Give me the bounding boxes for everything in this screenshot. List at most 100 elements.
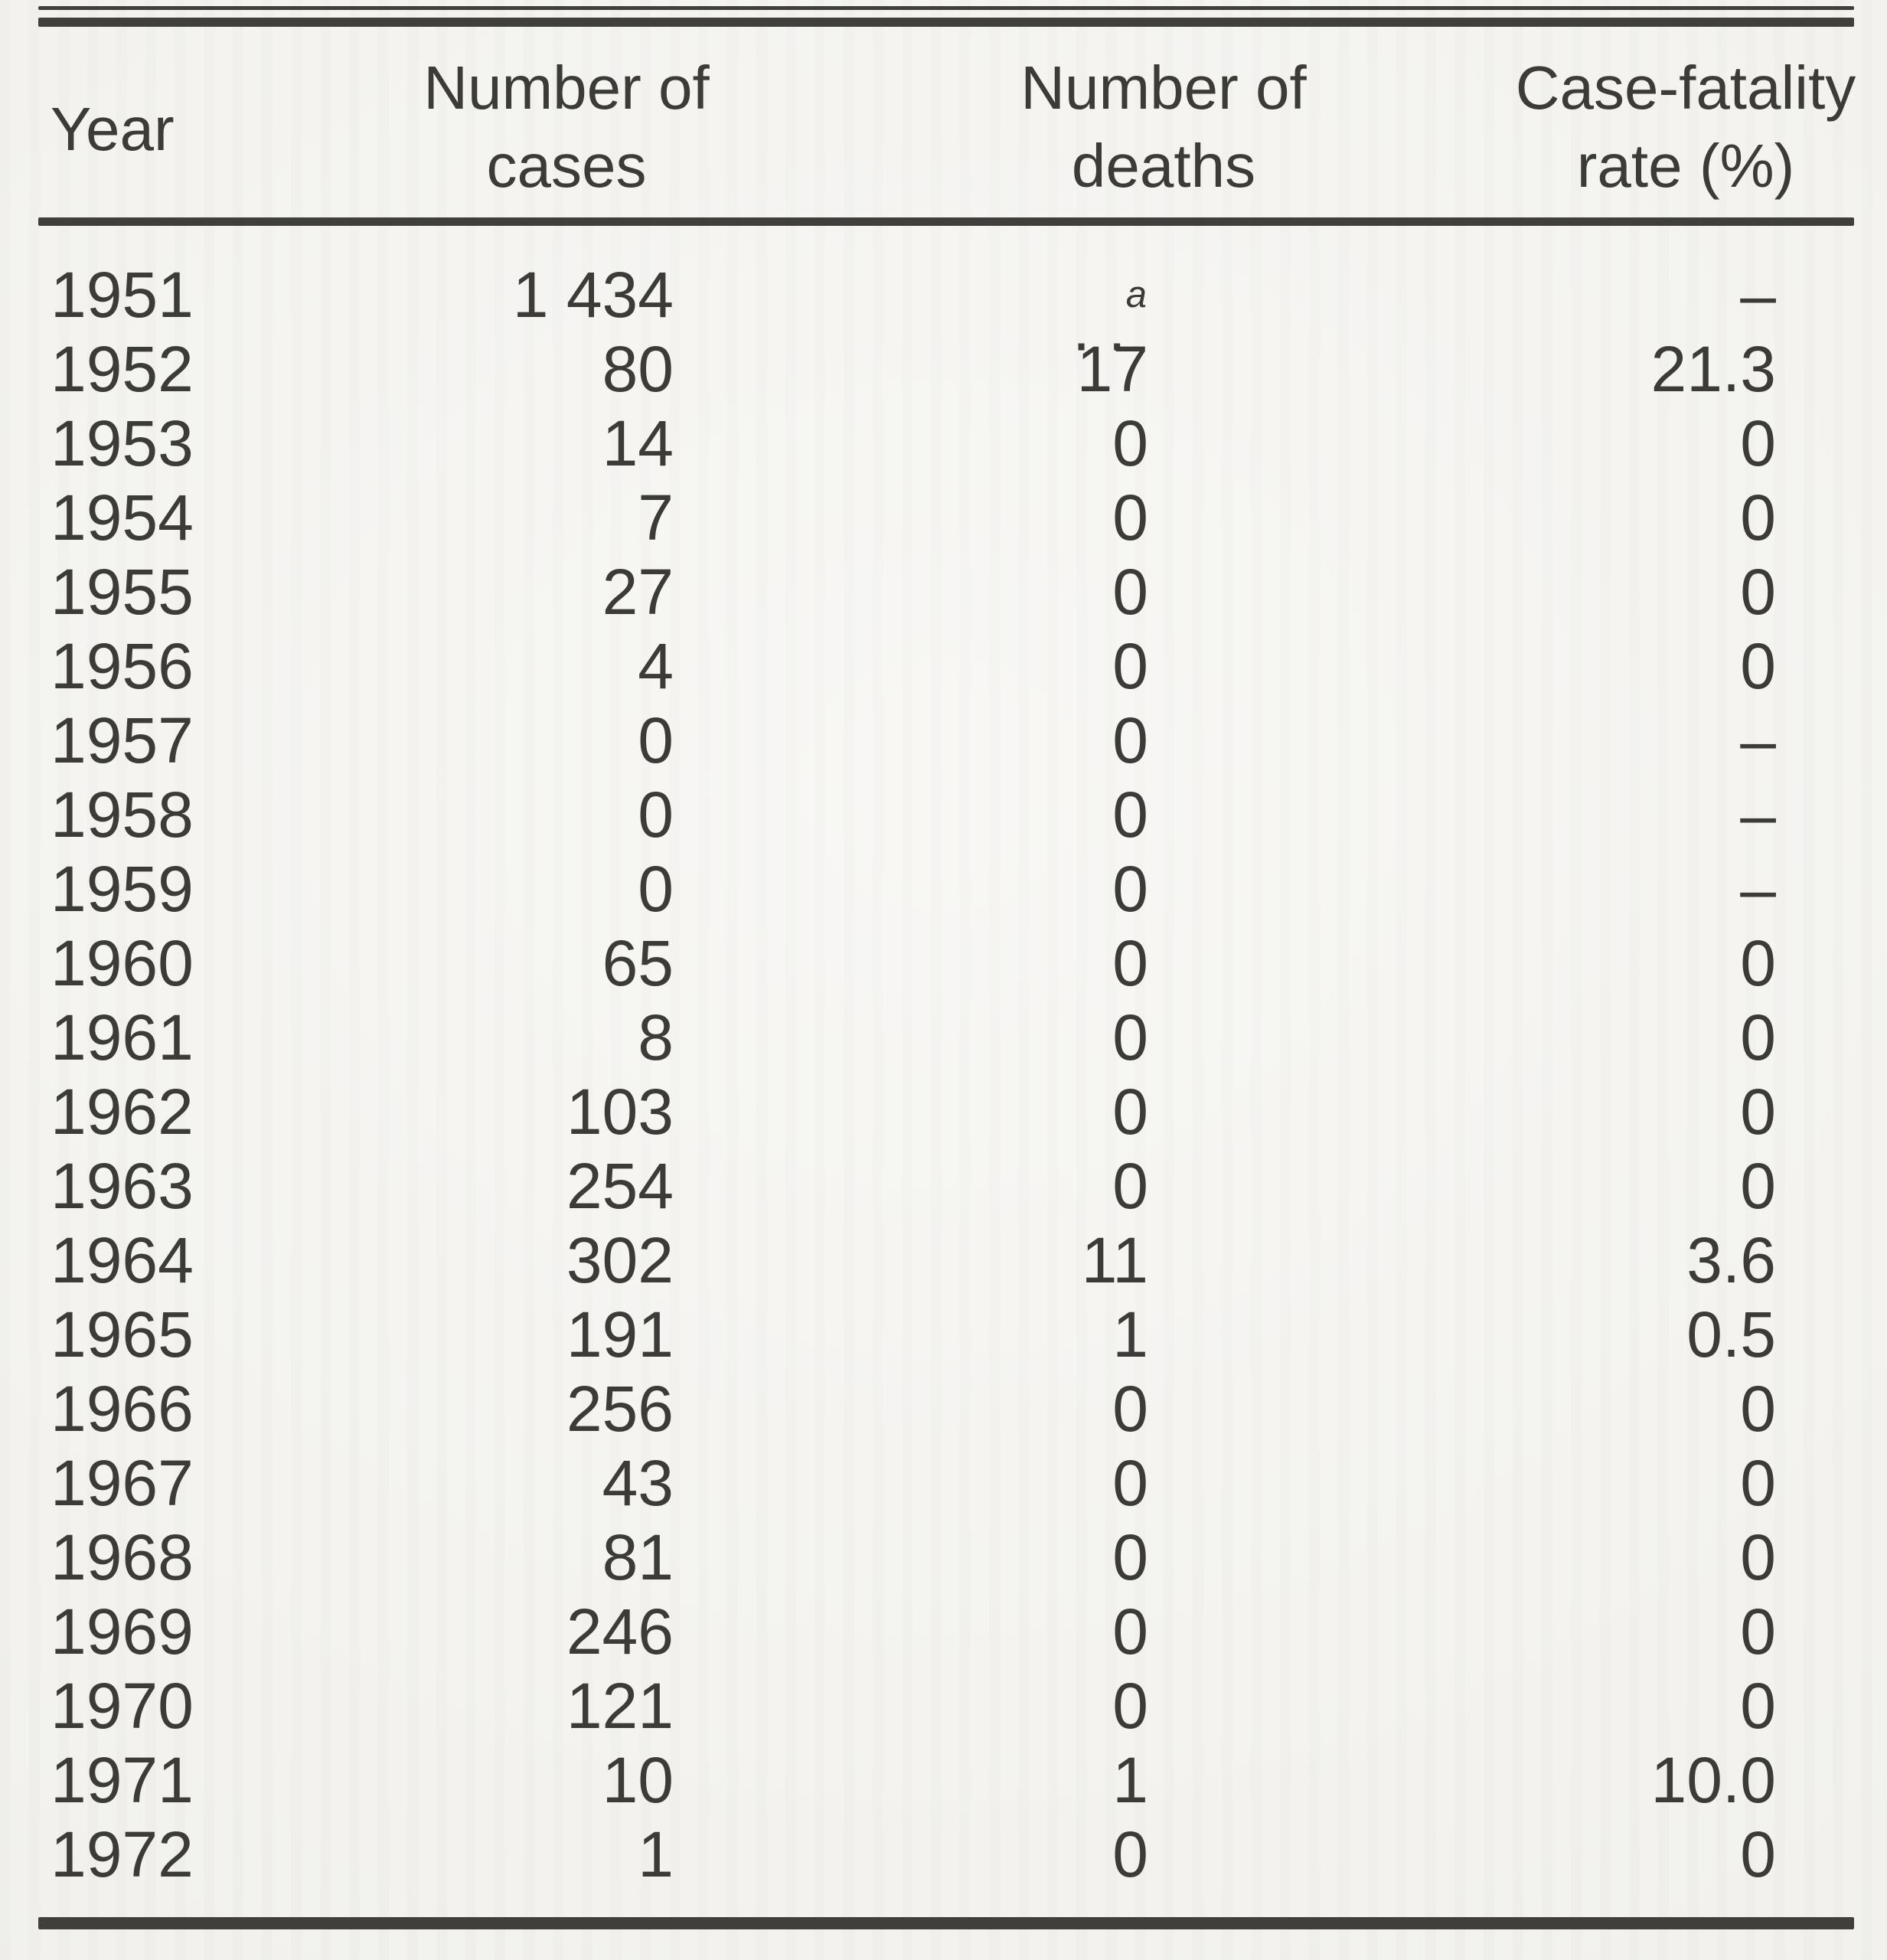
year-cell: 1962: [51, 1076, 194, 1148]
deaths-value: 0: [1112, 779, 1148, 851]
deaths-cell: 0: [766, 1372, 1148, 1446]
table-body: 1951 1 434 . .a – 1952 80 17 21.3 1953 1…: [0, 258, 1887, 1892]
table-row: 1968 81 0 0: [0, 1521, 1887, 1595]
cases-cell: 81: [602, 1521, 674, 1593]
column-header-cases-line2: cases: [486, 132, 647, 200]
rate-cell: 0: [1740, 482, 1776, 554]
year-cell: 1957: [51, 704, 194, 776]
column-header-deaths: Number of deaths: [934, 49, 1393, 205]
year-cell: 1956: [51, 630, 194, 702]
deaths-value: 0: [1112, 1001, 1148, 1073]
deaths-value: 17: [1076, 333, 1148, 405]
year-cell: 1970: [51, 1670, 194, 1742]
rate-cell: –: [1740, 704, 1776, 776]
year-cell: 1965: [51, 1298, 194, 1370]
rate-cell: 0: [1740, 1076, 1776, 1148]
rate-cell: 0: [1740, 630, 1776, 702]
cases-cell: 14: [602, 407, 674, 479]
deaths-cell: 0: [766, 1001, 1148, 1075]
cases-cell: 4: [638, 630, 674, 702]
deaths-cell: 0: [766, 407, 1148, 481]
cases-cell: 8: [638, 1001, 674, 1073]
cases-cell: 302: [566, 1224, 674, 1296]
rate-cell: 0: [1740, 1150, 1776, 1222]
cases-cell: 1 434: [512, 259, 674, 331]
rate-cell: 0: [1740, 1818, 1776, 1890]
column-header-deaths-line1: Number of: [1020, 54, 1307, 122]
table-row: 1956 4 0 0: [0, 629, 1887, 704]
year-cell: 1967: [51, 1447, 194, 1519]
deaths-value: 0: [1112, 1373, 1148, 1445]
deaths-cell: 0: [766, 1669, 1148, 1743]
column-header-cases-line1: Number of: [423, 54, 710, 122]
deaths-value: 1: [1112, 1298, 1148, 1370]
table-row: 1972 1 0 0: [0, 1818, 1887, 1892]
cases-cell: 0: [638, 853, 674, 925]
year-cell: 1952: [51, 333, 194, 405]
table-row: 1951 1 434 . .a –: [0, 258, 1887, 364]
year-cell: 1953: [51, 407, 194, 479]
deaths-cell: 0: [766, 778, 1148, 852]
cases-cell: 246: [566, 1596, 674, 1668]
year-cell: 1959: [51, 853, 194, 925]
year-cell: 1955: [51, 556, 194, 628]
table-row: 1971 10 1 10.0: [0, 1743, 1887, 1818]
table-row: 1965 191 1 0.5: [0, 1298, 1887, 1372]
deaths-cell: 0: [766, 852, 1148, 926]
table-row: 1957 0 0 –: [0, 704, 1887, 778]
rate-cell: 0: [1740, 1001, 1776, 1073]
rate-cell: –: [1740, 779, 1776, 851]
deaths-value: 0: [1112, 927, 1148, 999]
deaths-value: 0: [1112, 704, 1148, 776]
cases-cell: 43: [602, 1447, 674, 1519]
rate-cell: –: [1740, 853, 1776, 925]
deaths-cell: 0: [766, 926, 1148, 1001]
rate-cell: 21.3: [1650, 333, 1777, 405]
deaths-cell: 0: [766, 481, 1148, 555]
cases-cell: 121: [566, 1670, 674, 1742]
cases-cell: 191: [566, 1298, 674, 1370]
column-header-year: Year: [51, 95, 175, 163]
footnote-marker: a: [1125, 274, 1148, 315]
deaths-value: 1: [1112, 1744, 1148, 1816]
column-header-cases: Number of cases: [337, 49, 796, 205]
deaths-cell: 1: [766, 1743, 1148, 1818]
deaths-value: 0: [1112, 853, 1148, 925]
table-row: 1967 43 0 0: [0, 1446, 1887, 1521]
year-cell: 1963: [51, 1150, 194, 1222]
rate-cell: 0: [1740, 407, 1776, 479]
table-row: 1955 27 0 0: [0, 555, 1887, 629]
cases-cell: 80: [602, 333, 674, 405]
deaths-cell: 0: [766, 1446, 1148, 1521]
deaths-cell: 0: [766, 1149, 1148, 1223]
table-row: 1953 14 0 0: [0, 407, 1887, 481]
year-cell: 1951: [51, 259, 194, 331]
deaths-value: . .: [1072, 292, 1126, 364]
table-row: 1970 121 0 0: [0, 1669, 1887, 1743]
cases-cell: 65: [602, 927, 674, 999]
table-row: 1960 65 0 0: [0, 926, 1887, 1001]
column-header-rate-line1: Case-fatality: [1515, 54, 1856, 122]
deaths-cell: 0: [766, 704, 1148, 778]
year-cell: 1968: [51, 1521, 194, 1593]
cases-cell: 103: [566, 1076, 674, 1148]
table-row: 1954 7 0 0: [0, 481, 1887, 555]
rate-cell: 0.5: [1686, 1298, 1776, 1370]
deaths-value: 0: [1112, 1447, 1148, 1519]
bottom-rule: [38, 1917, 1854, 1929]
cases-cell: 10: [602, 1744, 674, 1816]
rate-cell: 0: [1740, 556, 1776, 628]
deaths-cell: 0: [766, 1818, 1148, 1892]
year-cell: 1958: [51, 779, 194, 851]
year-cell: 1964: [51, 1224, 194, 1296]
rate-cell: 0: [1740, 1670, 1776, 1742]
table-row: 1961 8 0 0: [0, 1001, 1887, 1075]
table-row: 1964 302 11 3.6: [0, 1223, 1887, 1298]
cases-cell: 1: [638, 1818, 674, 1890]
column-header-rate-line2: rate (%): [1576, 132, 1795, 200]
deaths-value: 0: [1112, 1670, 1148, 1742]
rate-cell: 0: [1740, 1596, 1776, 1668]
table-row: 1958 0 0 –: [0, 778, 1887, 852]
column-header-rate: Case-fatality rate (%): [1456, 49, 1887, 205]
